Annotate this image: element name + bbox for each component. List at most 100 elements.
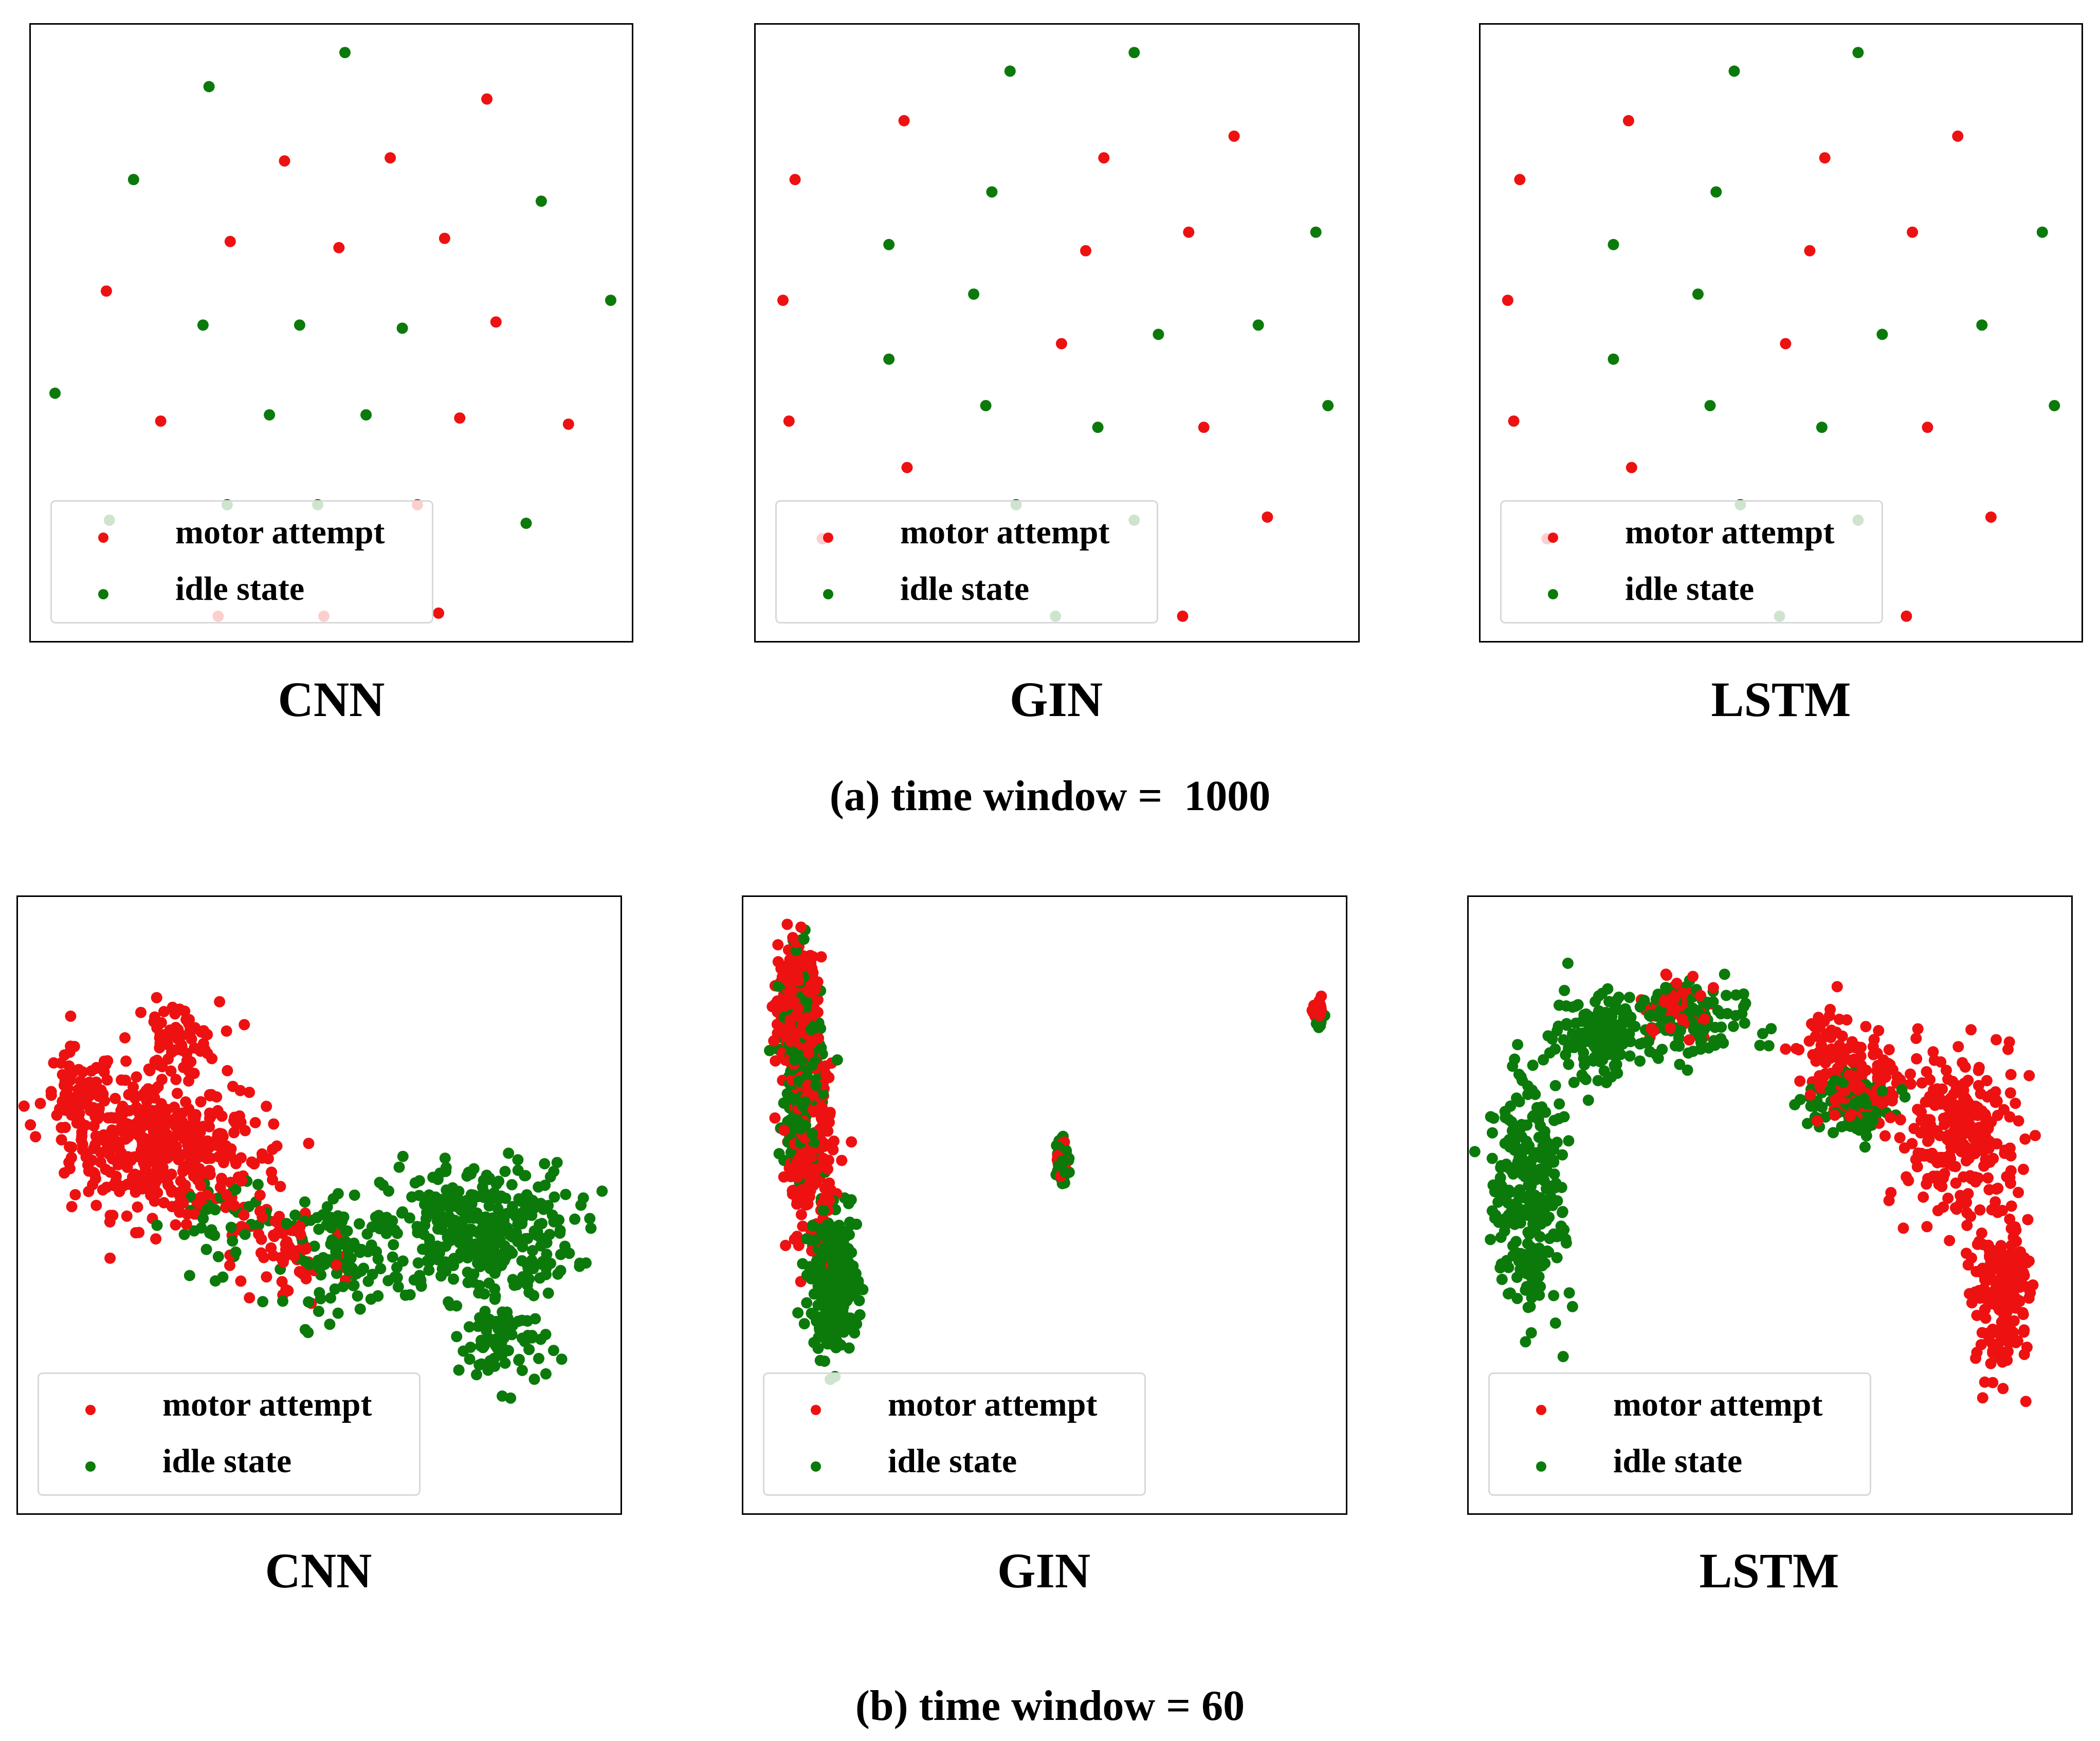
point-motor xyxy=(2011,1281,2023,1293)
point-motor xyxy=(1829,1109,1841,1121)
point-motor xyxy=(148,1170,160,1182)
point-motor xyxy=(1997,1356,2008,1368)
legend-label-motor: motor attempt xyxy=(162,1386,372,1423)
point-motor xyxy=(2005,1165,2017,1177)
point-idle xyxy=(396,1207,408,1219)
point-motor xyxy=(1791,1043,1802,1054)
point-idle xyxy=(1530,1213,1542,1225)
point-idle xyxy=(843,1198,854,1209)
point-motor xyxy=(1894,1074,1906,1086)
point-idle xyxy=(1867,1115,1879,1127)
point-idle xyxy=(808,1137,820,1149)
point-motor xyxy=(1926,1147,1938,1159)
point-idle xyxy=(414,1270,426,1281)
point-motor xyxy=(1965,1211,1977,1222)
point-idle xyxy=(1527,1059,1539,1071)
point-idle xyxy=(792,1307,804,1318)
point-motor xyxy=(300,1273,312,1285)
point-motor xyxy=(53,1103,65,1115)
point-idle xyxy=(462,1267,473,1278)
subtitle-lstm-1000: LSTM xyxy=(1711,672,1851,727)
point-motor xyxy=(1843,1069,1855,1080)
point-motor xyxy=(490,316,502,328)
point-idle xyxy=(535,1240,546,1252)
point-idle xyxy=(1757,1028,1768,1039)
point-idle xyxy=(1765,1023,1777,1035)
point-idle xyxy=(1828,1127,1839,1139)
point-motor xyxy=(1973,1172,1984,1184)
point-idle xyxy=(458,1345,469,1357)
point-idle xyxy=(388,1239,399,1251)
legend: motor attempt idle state xyxy=(50,500,433,624)
point-idle xyxy=(849,1271,861,1282)
point-idle xyxy=(1524,1086,1536,1097)
point-idle xyxy=(303,1296,315,1308)
point-motor xyxy=(135,1006,147,1018)
point-motor xyxy=(1898,1142,1910,1154)
point-idle xyxy=(473,1279,485,1291)
point-motor xyxy=(784,1014,796,1026)
point-idle xyxy=(464,1353,476,1365)
point-motor xyxy=(1883,1044,1895,1056)
point-idle xyxy=(817,1328,829,1340)
point-idle xyxy=(506,1248,518,1259)
point-motor xyxy=(185,1023,196,1035)
point-idle xyxy=(596,1185,608,1197)
point-idle xyxy=(1512,1122,1524,1133)
point-idle xyxy=(1541,1146,1553,1158)
point-idle xyxy=(1548,1290,1560,1302)
point-motor xyxy=(171,1088,183,1099)
point-idle xyxy=(854,1309,866,1321)
point-idle xyxy=(497,1390,508,1402)
point-motor xyxy=(778,1124,790,1136)
subtitle-cnn-60: CNN xyxy=(265,1543,372,1598)
point-idle xyxy=(1727,1020,1739,1032)
point-idle xyxy=(499,1358,511,1369)
point-motor xyxy=(253,1229,265,1240)
point-motor xyxy=(781,919,793,930)
point-idle xyxy=(324,1212,336,1223)
point-motor xyxy=(66,1152,77,1163)
point-motor xyxy=(804,1190,815,1202)
point-motor xyxy=(2003,1036,2015,1048)
point-idle xyxy=(526,1254,538,1266)
point-motor xyxy=(204,1165,215,1176)
point-idle xyxy=(1593,1005,1604,1017)
point-motor xyxy=(68,1040,80,1052)
point-motor xyxy=(129,1151,140,1163)
point-idle xyxy=(1526,1174,1538,1186)
point-idle xyxy=(1715,1021,1727,1033)
point-motor xyxy=(195,1180,207,1192)
point-idle xyxy=(468,1248,480,1260)
point-idle xyxy=(1554,1098,1565,1110)
point-motor xyxy=(1804,245,1816,256)
caption-b: (b) time window = 60 xyxy=(855,1682,1245,1730)
point-motor xyxy=(1183,226,1195,238)
point-idle xyxy=(1860,1098,1872,1110)
point-idle xyxy=(313,1306,324,1317)
point-idle xyxy=(490,1178,502,1190)
point-idle xyxy=(399,1289,411,1301)
point-idle xyxy=(489,1283,501,1295)
point-idle xyxy=(1551,1025,1563,1037)
point-idle xyxy=(1549,1080,1561,1091)
point-motor xyxy=(1886,1091,1898,1103)
point-idle xyxy=(503,1147,515,1159)
point-idle xyxy=(413,1175,425,1187)
point-motor xyxy=(2019,1133,2031,1145)
point-idle xyxy=(1494,1262,1506,1274)
point-motor xyxy=(1830,1094,1841,1106)
point-idle xyxy=(535,195,547,207)
point-motor xyxy=(214,1181,226,1193)
point-motor xyxy=(1780,1043,1792,1055)
point-motor xyxy=(789,1036,800,1048)
point-motor xyxy=(222,1065,233,1076)
plot-cnn-1000: motor attempt idle state xyxy=(29,23,633,643)
point-idle xyxy=(412,1257,424,1269)
point-idle xyxy=(1517,1075,1528,1087)
legend-marker-motor xyxy=(811,1405,821,1415)
point-idle xyxy=(294,319,305,331)
point-idle xyxy=(548,1165,560,1177)
point-idle xyxy=(439,1152,451,1164)
point-motor xyxy=(820,1069,832,1080)
